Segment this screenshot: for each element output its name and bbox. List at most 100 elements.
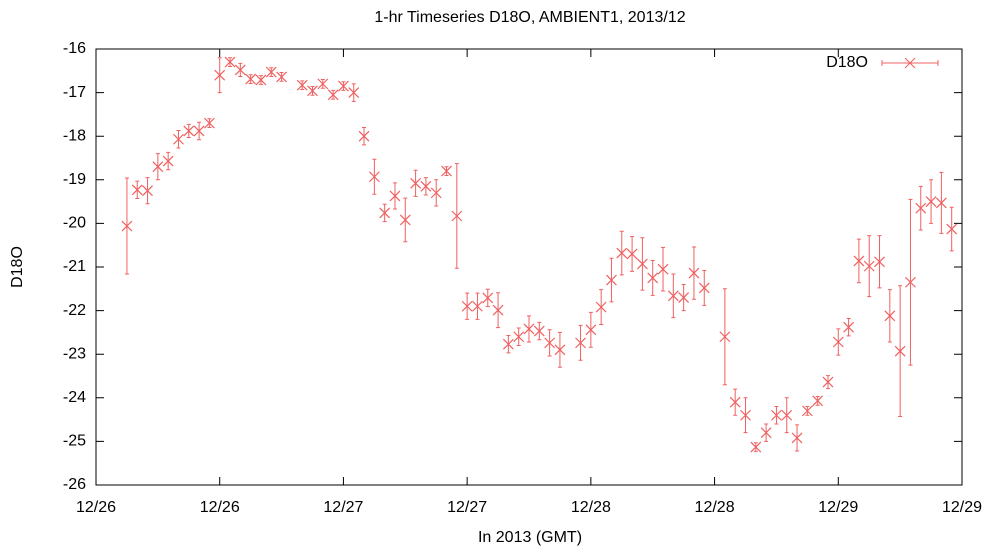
data-point — [379, 207, 391, 219]
data-point — [420, 180, 432, 192]
y-tick-label: -24 — [63, 389, 86, 406]
data-point — [832, 336, 844, 348]
data-point — [482, 292, 494, 304]
data-point — [946, 223, 958, 235]
data-point — [863, 260, 875, 272]
x-tick-label: 12/26 — [200, 499, 240, 516]
data-point — [915, 202, 927, 214]
data-point — [925, 196, 937, 208]
x-tick-label: 12/26 — [76, 499, 116, 516]
data-point — [430, 187, 442, 199]
data-point — [812, 395, 824, 407]
data-point — [276, 71, 287, 83]
data-point — [173, 133, 184, 145]
data-point — [461, 300, 473, 312]
data-point — [296, 79, 308, 91]
data-point — [585, 324, 597, 336]
y-tick-label: -18 — [63, 127, 86, 144]
data-point — [791, 432, 803, 444]
y-axis-label: D18O — [9, 246, 26, 288]
y-tick-label: -23 — [63, 345, 86, 362]
data-point — [245, 73, 257, 85]
y-tick-label: -22 — [63, 302, 86, 319]
data-point — [492, 304, 504, 316]
data-point — [142, 185, 153, 197]
data-point — [801, 405, 813, 417]
data-point — [740, 409, 751, 421]
y-tick-label: -16 — [63, 40, 86, 57]
y-tick-label: -21 — [63, 258, 86, 275]
data-point — [265, 66, 277, 78]
legend-swatch — [881, 57, 939, 69]
data-point — [183, 125, 195, 137]
data-point — [255, 74, 267, 86]
plot-frame — [95, 48, 963, 486]
data-point — [647, 272, 659, 284]
data-point — [348, 87, 360, 99]
data-point — [389, 190, 401, 202]
data-point — [368, 171, 380, 183]
data-point — [554, 344, 566, 356]
data-point — [410, 177, 422, 189]
data-point — [234, 64, 246, 76]
data-point — [214, 69, 226, 81]
data-point — [193, 125, 205, 137]
data-point — [533, 325, 545, 337]
data-point — [626, 248, 638, 260]
data-point — [657, 263, 669, 275]
data-point — [595, 301, 607, 313]
data-point — [399, 214, 411, 226]
x-tick-label: 12/29 — [818, 499, 858, 516]
data-point — [131, 184, 143, 196]
data-point — [162, 155, 174, 167]
data-point — [667, 290, 679, 302]
x-tick-label: 12/29 — [942, 499, 982, 516]
data-point — [853, 255, 865, 267]
data-point — [203, 117, 215, 129]
x-tick-label: 12/27 — [447, 499, 487, 516]
data-point — [688, 267, 700, 279]
data-point — [358, 130, 370, 142]
data-point — [307, 85, 318, 97]
data-point — [822, 376, 834, 388]
data-point — [884, 310, 896, 322]
data-point — [894, 345, 906, 357]
y-tick-label: -17 — [63, 84, 86, 101]
y-tick-label: -20 — [63, 215, 86, 232]
data-point — [338, 80, 349, 92]
data-point — [327, 89, 339, 101]
x-tick-label: 12/27 — [323, 499, 363, 516]
data-point — [575, 337, 586, 349]
data-point — [729, 396, 741, 408]
data-point — [678, 292, 690, 303]
data-point — [224, 56, 236, 68]
x-tick-label: 12/28 — [695, 499, 735, 516]
data-point — [513, 331, 525, 343]
data-point — [719, 331, 731, 343]
y-tick-label: -26 — [63, 476, 86, 493]
data-point — [441, 165, 452, 177]
data-point — [152, 161, 164, 173]
data-point — [698, 282, 710, 294]
data-point — [616, 247, 628, 259]
y-tick-label: -25 — [63, 433, 86, 450]
legend-label: D18O — [826, 54, 868, 71]
data-point — [750, 441, 762, 453]
data-point — [606, 274, 617, 286]
data-point — [843, 321, 855, 333]
data-point — [874, 256, 885, 268]
data-point — [760, 427, 772, 439]
data-point — [771, 409, 782, 421]
x-axis-label: In 2013 (GMT) — [478, 529, 582, 546]
chart-title: 1-hr Timeseries D18O, AMBIENT1, 2013/12 — [374, 9, 685, 26]
x-tick-label: 12/28 — [571, 499, 611, 516]
data-point — [121, 220, 133, 232]
data-point — [544, 337, 556, 349]
data-point — [523, 323, 535, 335]
y-tick-label: -19 — [63, 171, 86, 188]
data-point — [636, 258, 648, 270]
data-point — [905, 276, 916, 288]
data-point — [451, 210, 463, 222]
